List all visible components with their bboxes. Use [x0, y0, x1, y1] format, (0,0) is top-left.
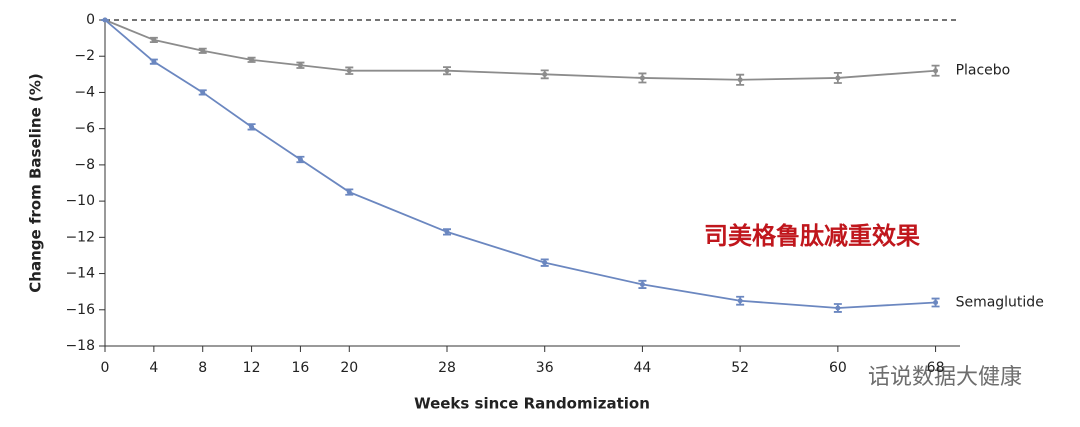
x-tick-label: 60 — [829, 360, 847, 376]
x-tick-label: 8 — [198, 360, 207, 376]
annotation: 司美格鲁肽减重效果 — [704, 222, 920, 250]
point — [346, 68, 352, 74]
series-label: Placebo — [956, 63, 1011, 79]
y-tick-label: −4 — [74, 84, 95, 100]
y-tick-label: −10 — [65, 193, 95, 209]
y-tick-label: −2 — [74, 48, 95, 64]
y-tick-label: −8 — [74, 157, 95, 173]
point — [102, 17, 108, 23]
point — [249, 57, 255, 63]
x-tick-label: 52 — [731, 360, 749, 376]
y-tick-label: −6 — [74, 121, 95, 137]
y-tick-label: −12 — [65, 229, 95, 245]
point — [933, 68, 939, 74]
x-tick-label: 20 — [340, 360, 358, 376]
watermark: 话说数据大健康 — [868, 365, 1022, 390]
y-tick-label: −18 — [65, 338, 95, 354]
point — [444, 229, 450, 235]
x-tick-label: 12 — [243, 360, 261, 376]
series-line — [104, 19, 936, 81]
point — [737, 298, 743, 304]
point — [542, 71, 548, 77]
x-tick-label: 16 — [292, 360, 310, 376]
point — [200, 89, 206, 95]
point — [151, 59, 157, 65]
x-axis-title: Weeks since Randomization — [414, 395, 650, 413]
point — [200, 48, 206, 54]
y-axis-title: Change from Baseline (%) — [27, 73, 45, 292]
point — [297, 62, 303, 68]
point — [346, 189, 352, 195]
point — [639, 281, 645, 287]
series-label: Semaglutide — [956, 295, 1044, 311]
point — [835, 75, 841, 81]
series-line — [104, 19, 936, 309]
x-tick-label: 36 — [536, 360, 554, 376]
x-tick-label: 68 — [927, 360, 945, 376]
point — [639, 75, 645, 81]
point — [737, 77, 743, 83]
y-tick-label: 0 — [86, 12, 95, 28]
x-tick-label: 28 — [438, 360, 456, 376]
point — [444, 68, 450, 74]
x-tick-label: 44 — [634, 360, 652, 376]
point — [542, 260, 548, 266]
point — [249, 124, 255, 130]
x-tick-label: 0 — [101, 360, 110, 376]
y-tick-label: −14 — [65, 266, 95, 282]
point — [151, 37, 157, 43]
x-tick-label: 4 — [149, 360, 158, 376]
point — [297, 156, 303, 162]
point — [835, 305, 841, 311]
point — [933, 300, 939, 306]
y-tick-label: −16 — [65, 302, 95, 318]
